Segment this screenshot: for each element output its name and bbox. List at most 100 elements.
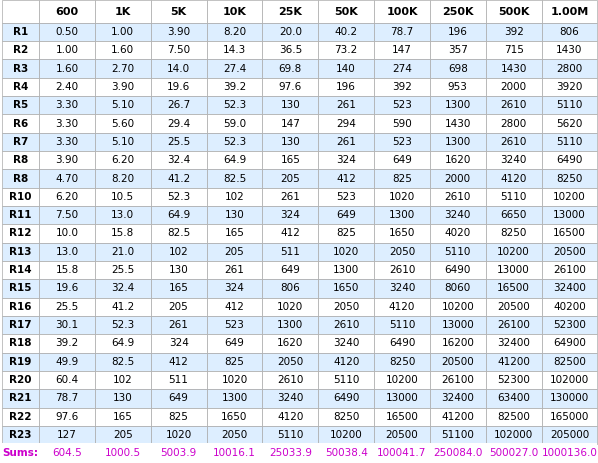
Bar <box>95 243 151 261</box>
Bar <box>430 114 486 133</box>
Bar <box>95 426 151 444</box>
Text: 1020: 1020 <box>277 302 303 312</box>
Bar <box>430 261 486 279</box>
Text: 2610: 2610 <box>333 320 359 330</box>
Bar <box>542 169 597 188</box>
Text: 2610: 2610 <box>501 137 527 147</box>
Bar <box>374 23 430 41</box>
Text: 102: 102 <box>225 192 245 202</box>
Bar <box>486 243 542 261</box>
Text: 205: 205 <box>280 174 300 183</box>
Text: 41200: 41200 <box>441 412 474 422</box>
Bar <box>430 407 486 426</box>
Text: 2000: 2000 <box>501 82 527 92</box>
Bar <box>318 261 374 279</box>
Bar <box>542 23 597 41</box>
Text: 1.00: 1.00 <box>56 45 78 55</box>
Text: 2000: 2000 <box>445 174 471 183</box>
Bar <box>486 426 542 444</box>
Bar <box>542 114 597 133</box>
Bar <box>151 407 206 426</box>
Text: 1300: 1300 <box>221 394 248 403</box>
Text: 1.60: 1.60 <box>56 63 78 74</box>
Bar <box>151 243 206 261</box>
Text: 26100: 26100 <box>441 375 474 385</box>
Bar <box>263 23 318 41</box>
Text: 806: 806 <box>560 27 579 37</box>
Bar <box>2 443 39 463</box>
Bar <box>206 151 263 169</box>
Text: 1650: 1650 <box>221 412 248 422</box>
Bar <box>430 169 486 188</box>
Bar <box>374 114 430 133</box>
Text: 523: 523 <box>392 137 412 147</box>
Text: 13000: 13000 <box>498 265 530 275</box>
Bar <box>206 96 263 114</box>
Text: 7.50: 7.50 <box>167 45 190 55</box>
Bar <box>263 151 318 169</box>
Bar <box>206 389 263 407</box>
Text: R23: R23 <box>9 430 32 440</box>
Text: 13.0: 13.0 <box>111 210 135 220</box>
Bar <box>2 41 39 59</box>
Bar <box>486 0 542 23</box>
Bar <box>430 151 486 169</box>
Text: 20500: 20500 <box>386 430 419 440</box>
Text: 20.0: 20.0 <box>279 27 302 37</box>
Text: 250084.0: 250084.0 <box>433 448 483 458</box>
Bar <box>486 188 542 206</box>
Bar <box>2 389 39 407</box>
Text: 82.5: 82.5 <box>223 174 246 183</box>
Bar <box>542 224 597 243</box>
Text: 52.3: 52.3 <box>111 320 135 330</box>
Bar <box>2 371 39 389</box>
Text: 130000: 130000 <box>550 394 589 403</box>
Text: 13000: 13000 <box>441 320 474 330</box>
Bar <box>263 59 318 78</box>
Bar <box>263 261 318 279</box>
Bar <box>151 389 206 407</box>
Text: 82.5: 82.5 <box>111 357 135 367</box>
Text: 51100: 51100 <box>441 430 474 440</box>
Bar <box>95 298 151 316</box>
Bar <box>95 59 151 78</box>
Text: 5110: 5110 <box>501 192 527 202</box>
Text: 4.70: 4.70 <box>56 174 78 183</box>
Text: 3.90: 3.90 <box>111 82 135 92</box>
Text: 20500: 20500 <box>553 247 586 257</box>
Text: 130: 130 <box>113 394 133 403</box>
Bar <box>318 389 374 407</box>
Text: R4: R4 <box>13 82 28 92</box>
Bar <box>430 298 486 316</box>
Bar <box>151 114 206 133</box>
Bar <box>486 407 542 426</box>
Text: R21: R21 <box>9 394 32 403</box>
Text: 32.4: 32.4 <box>111 283 135 294</box>
Text: 3240: 3240 <box>277 394 303 403</box>
Text: 412: 412 <box>224 302 245 312</box>
Bar <box>206 114 263 133</box>
Bar <box>542 279 597 298</box>
Bar <box>486 279 542 298</box>
Text: 25K: 25K <box>278 6 302 17</box>
Text: 8250: 8250 <box>389 357 415 367</box>
Text: 412: 412 <box>336 174 356 183</box>
Bar <box>542 59 597 78</box>
Text: 1020: 1020 <box>221 375 248 385</box>
Text: 64900: 64900 <box>553 338 586 349</box>
Bar <box>542 78 597 96</box>
Bar <box>151 224 206 243</box>
Text: 205: 205 <box>225 247 245 257</box>
Text: 147: 147 <box>280 119 300 129</box>
Text: 102: 102 <box>169 247 188 257</box>
Text: 82500: 82500 <box>497 412 530 422</box>
Bar <box>486 206 542 224</box>
Text: 324: 324 <box>280 210 300 220</box>
Bar <box>95 334 151 353</box>
Text: 3.90: 3.90 <box>56 155 78 165</box>
Bar <box>263 298 318 316</box>
Bar <box>2 133 39 151</box>
Bar <box>2 114 39 133</box>
Bar <box>430 188 486 206</box>
Text: 205000: 205000 <box>550 430 589 440</box>
